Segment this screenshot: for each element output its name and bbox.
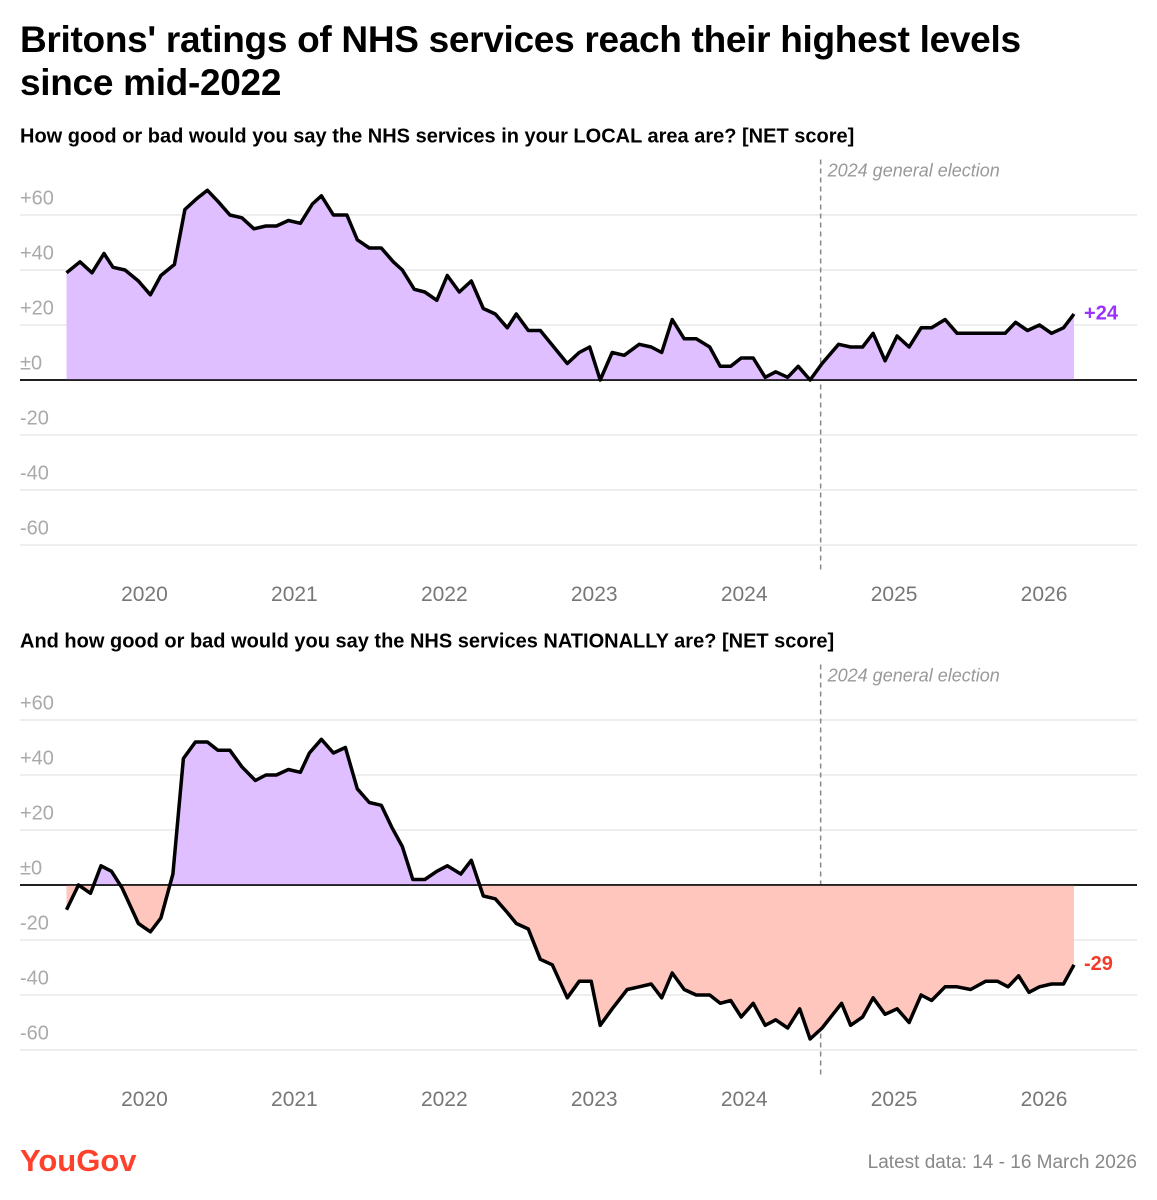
chart-subtitle: And how good or bad would you say the NH…: [20, 630, 834, 652]
x-tick-label: 2025: [871, 1088, 918, 1111]
y-tick-label: +60: [20, 692, 54, 714]
x-tick-label: 2024: [721, 583, 768, 606]
y-tick-label: -60: [20, 517, 49, 539]
series-line: [64, 737, 1076, 1041]
logo: YouGov: [20, 1143, 137, 1178]
x-tick-label: 2026: [1021, 1088, 1068, 1111]
x-tick-label: 2020: [121, 1088, 168, 1111]
x-tick-label: 2023: [571, 583, 618, 606]
x-tick-label: 2026: [1021, 583, 1068, 606]
x-tick-label: 2021: [271, 1088, 318, 1111]
y-tick-label: -20: [20, 407, 49, 429]
y-tick-label: +20: [20, 802, 54, 824]
x-tick-label: 2021: [271, 583, 318, 606]
x-tick-label: 2024: [721, 1088, 768, 1111]
x-tick-label: 2025: [871, 583, 918, 606]
y-tick-label: +60: [20, 187, 54, 209]
y-tick-label: +20: [20, 297, 54, 319]
end-label: -29: [1084, 953, 1113, 975]
y-tick-label: +40: [20, 747, 54, 769]
area-fill: [66, 739, 1074, 1039]
y-tick-label: -20: [20, 912, 49, 934]
annotation-text: 2024 general election: [827, 665, 1000, 685]
y-tick-label: ±0: [20, 857, 42, 879]
end-label: +24: [1084, 302, 1119, 324]
x-tick-label: 2022: [421, 1088, 468, 1111]
y-tick-label: -40: [20, 967, 49, 989]
footnote: Latest data: 14 - 16 March 2026: [868, 1152, 1137, 1173]
x-tick-label: 2023: [571, 1088, 618, 1111]
y-tick-label: -60: [20, 1022, 49, 1044]
area-fill: [66, 190, 1074, 380]
y-tick-label: ±0: [20, 352, 42, 374]
series-line: [65, 188, 1076, 382]
x-tick-label: 2020: [121, 583, 168, 606]
page-title: Britons' ratings of NHS services reach t…: [20, 19, 1021, 103]
y-tick-label: +40: [20, 242, 54, 264]
y-tick-label: -40: [20, 462, 49, 484]
annotation-text: 2024 general election: [827, 160, 1000, 180]
x-tick-label: 2022: [421, 583, 468, 606]
chart-subtitle: How good or bad would you say the NHS se…: [20, 125, 854, 147]
